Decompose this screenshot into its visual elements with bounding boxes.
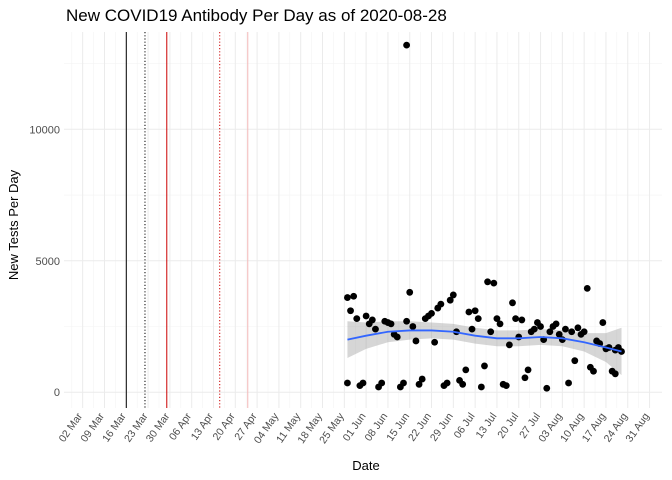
data-point (583, 284, 591, 292)
y-tick-label: 0 (54, 387, 60, 399)
data-point (611, 370, 619, 378)
data-point (344, 379, 351, 387)
data-point (568, 328, 576, 336)
data-point (359, 379, 367, 387)
data-point (515, 333, 523, 341)
data-point (543, 384, 551, 392)
data-point (477, 383, 485, 391)
data-point (403, 41, 411, 49)
x-tick-label: 20 Jul (495, 411, 521, 441)
data-point (437, 300, 445, 308)
confidence-band (347, 321, 622, 376)
data-point (415, 380, 423, 388)
data-point (368, 316, 376, 324)
reference-lines (125, 32, 249, 408)
data-point (350, 292, 358, 300)
x-tick-label: 29 Jun (428, 411, 456, 444)
data-point (562, 325, 569, 333)
data-point (412, 337, 420, 345)
y-axis-title: New Tests Per Day (6, 169, 21, 280)
scatter-points (344, 41, 625, 392)
data-point (372, 325, 379, 333)
data-point (493, 315, 501, 323)
data-point (428, 309, 435, 317)
data-point (487, 328, 495, 336)
data-point (378, 379, 386, 387)
data-point (406, 288, 414, 296)
data-point (418, 375, 426, 383)
data-point (403, 317, 411, 325)
data-point (502, 382, 510, 390)
confidence-band-area (347, 321, 622, 376)
data-point (496, 320, 504, 328)
y-tick-label: 5000 (36, 256, 60, 268)
data-point (443, 379, 451, 387)
data-point (474, 315, 482, 323)
data-point (580, 328, 588, 336)
data-point (344, 294, 351, 301)
smooth-line (347, 329, 622, 353)
data-point (393, 333, 401, 341)
data-point (347, 307, 354, 315)
data-point (490, 279, 498, 287)
grid-minor (64, 32, 662, 408)
data-point (471, 307, 479, 315)
data-point (468, 325, 476, 333)
y-tick-label: 10000 (29, 124, 60, 136)
data-point (462, 366, 470, 374)
data-point (484, 278, 491, 286)
data-point (465, 308, 473, 316)
data-point (459, 380, 467, 388)
data-point (537, 323, 544, 330)
data-point (449, 291, 457, 299)
data-point (446, 296, 454, 304)
data-point (565, 379, 572, 387)
data-point (512, 315, 520, 323)
y-axis-ticks: 0 5000 10000 (29, 124, 60, 399)
data-point (518, 316, 526, 324)
data-point (574, 324, 582, 332)
data-point (505, 341, 513, 349)
data-point (571, 357, 579, 365)
x-tick-label: 31 Aug (623, 411, 652, 445)
data-point (409, 323, 417, 330)
grid-major (64, 32, 662, 408)
data-point (521, 374, 529, 382)
data-point (400, 379, 407, 387)
x-axis-title: Date (352, 458, 379, 473)
data-point (555, 330, 563, 338)
data-point (546, 328, 554, 336)
data-point (552, 320, 560, 328)
data-point (481, 362, 488, 370)
data-point (431, 338, 439, 346)
chart-title: New COVID19 Antibody Per Day as of 2020-… (66, 6, 447, 25)
data-point (362, 312, 370, 320)
data-point (509, 299, 516, 307)
data-point (353, 315, 361, 323)
x-tick-label: 30 Mar (144, 410, 173, 444)
data-point (524, 366, 532, 374)
x-tick-label: 06 Jul (452, 411, 478, 441)
data-point (387, 320, 395, 328)
data-point (530, 325, 538, 333)
data-point (590, 367, 597, 375)
x-tick-label: 13 Jul (473, 411, 499, 441)
data-point (599, 319, 607, 326)
smooth-line-path (347, 329, 622, 353)
